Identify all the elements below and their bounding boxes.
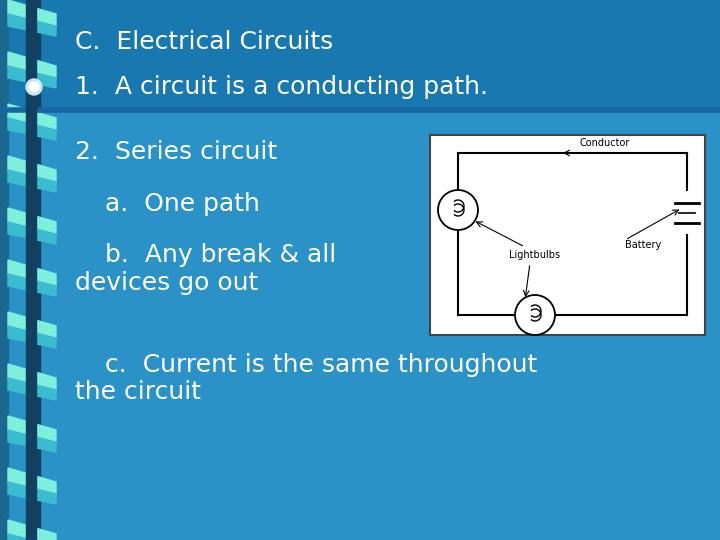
Polygon shape [8,66,56,88]
Polygon shape [8,170,56,192]
Text: the circuit: the circuit [75,380,201,404]
Polygon shape [8,430,56,452]
Text: 1.  A circuit is a conducting path.: 1. A circuit is a conducting path. [75,75,488,99]
Text: Battery: Battery [625,240,661,250]
Polygon shape [8,534,56,540]
Polygon shape [8,0,56,26]
Polygon shape [8,326,56,348]
Text: b.  Any break & all: b. Any break & all [105,243,336,267]
Text: devices go out: devices go out [75,271,258,295]
Circle shape [438,190,478,230]
Polygon shape [8,156,56,182]
Text: 2.  Series circuit: 2. Series circuit [75,140,277,164]
Polygon shape [8,118,56,140]
Polygon shape [8,260,56,286]
Polygon shape [8,104,56,130]
Polygon shape [8,468,56,494]
Bar [0,0,8,540]
Polygon shape [8,52,56,78]
Bar [0,110,720,540]
Polygon shape [8,482,56,504]
Text: a.  One path: a. One path [105,192,260,216]
Bar [28,0,40,540]
Circle shape [29,82,39,92]
Circle shape [515,295,555,335]
Text: Lightbulbs: Lightbulbs [510,250,561,260]
Polygon shape [8,208,56,234]
Polygon shape [8,416,56,442]
Text: Conductor: Conductor [580,138,630,148]
Text: C.  Electrical Circuits: C. Electrical Circuits [75,30,333,54]
Polygon shape [8,520,56,540]
Polygon shape [8,312,56,338]
Text: c.  Current is the same throughout: c. Current is the same throughout [105,353,537,377]
Polygon shape [8,274,56,296]
Bar [0,0,720,110]
Circle shape [26,79,42,95]
Polygon shape [8,14,56,36]
Polygon shape [8,364,56,390]
Bar [430,135,705,335]
Bar [26,0,36,540]
Polygon shape [8,222,56,244]
Polygon shape [8,378,56,400]
